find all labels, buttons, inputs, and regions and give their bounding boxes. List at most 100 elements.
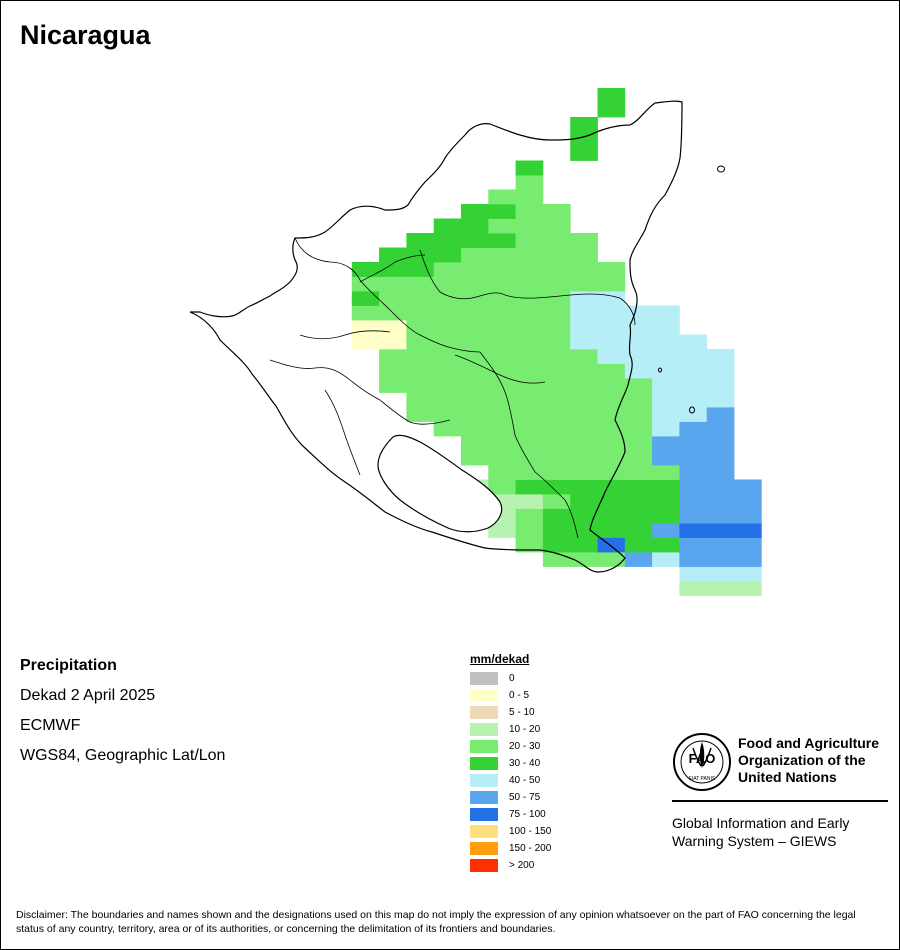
grid-cell — [679, 479, 708, 495]
grid-cell — [706, 349, 735, 364]
grid-cell — [706, 508, 735, 524]
grid-cell — [597, 407, 626, 422]
legend-title: mm/dekad — [470, 652, 530, 666]
grid-cell — [461, 334, 489, 350]
legend-swatch — [470, 791, 498, 804]
precipitation-grid — [351, 88, 762, 596]
grid-cell — [652, 349, 680, 364]
grid-cell — [652, 494, 680, 509]
grid-cell — [624, 494, 653, 509]
grid-cell — [515, 378, 544, 393]
grid-cell — [488, 349, 516, 364]
grid-cell — [542, 537, 571, 553]
grid-cell — [679, 566, 708, 582]
grid-cell — [461, 305, 489, 321]
grid-cell — [515, 508, 544, 524]
grid-cell — [379, 349, 407, 364]
legend-label: 5 - 10 — [509, 707, 535, 718]
grid-cell — [597, 523, 626, 538]
grid-cell — [570, 407, 598, 422]
grid-cell — [515, 262, 544, 277]
grid-cell — [351, 334, 380, 350]
grid-cell — [597, 102, 626, 118]
grid-cell — [488, 247, 516, 263]
grid-cell — [488, 305, 516, 321]
grid-cell — [624, 378, 653, 393]
grid-cell — [433, 334, 462, 350]
grid-cell — [570, 363, 598, 379]
grid-cell — [406, 320, 435, 335]
grid-cell — [406, 276, 435, 292]
grid-cell — [379, 262, 407, 277]
grid-cell — [570, 262, 598, 277]
legend-item: 100 - 150 — [470, 823, 551, 840]
grid-cell — [515, 204, 544, 219]
grid-cell — [597, 363, 626, 379]
grid-cell — [734, 537, 762, 553]
grid-cell — [652, 436, 680, 451]
grid-cell — [652, 537, 680, 553]
grid-cell — [515, 276, 544, 292]
grid-cell — [652, 407, 680, 422]
grid-cell — [570, 291, 598, 306]
map-title: Nicaragua — [20, 20, 151, 50]
grid-cell — [433, 378, 462, 393]
grid-cell — [597, 552, 626, 567]
grid-cell — [542, 523, 571, 538]
grid-cell — [570, 276, 598, 292]
grid-cell — [379, 276, 407, 292]
legend-swatch — [470, 757, 498, 770]
grid-cell — [624, 523, 653, 538]
grid-cell — [570, 436, 598, 451]
grid-cell — [542, 508, 571, 524]
grid-cell — [406, 305, 435, 321]
grid-cell — [679, 508, 708, 524]
grid-cell — [433, 233, 462, 248]
grid-cell — [570, 117, 598, 132]
grid-cell — [433, 305, 462, 321]
grid-cell — [570, 378, 598, 393]
legend-label: 20 - 30 — [509, 741, 541, 752]
grid-cell — [624, 392, 653, 408]
organization-name: Food and Agriculture Organization of the… — [738, 735, 880, 785]
grid-cell — [652, 523, 680, 538]
grid-cell — [679, 450, 708, 466]
grid-cell — [679, 407, 708, 422]
grid-cell — [542, 392, 571, 408]
grid-cell — [515, 450, 544, 466]
legend-swatch — [470, 825, 498, 838]
grid-cell — [406, 378, 435, 393]
grid-cell — [679, 334, 708, 350]
grid-cell — [706, 566, 735, 582]
grid-cell — [679, 465, 708, 480]
grid-cell — [379, 378, 407, 393]
grid-cell — [570, 247, 598, 263]
grid-cell — [461, 276, 489, 292]
grid-cell — [515, 305, 544, 321]
grid-cell — [351, 305, 380, 321]
legend-swatch — [470, 774, 498, 787]
grid-cell — [488, 320, 516, 335]
grid-cell — [706, 407, 735, 422]
legend-item: > 200 — [470, 857, 551, 874]
grid-cell — [706, 378, 735, 393]
grid-cell — [461, 204, 489, 219]
grid-cell — [597, 349, 626, 364]
grid-cell — [652, 479, 680, 495]
grid-cell — [570, 479, 598, 495]
legend-item: 150 - 200 — [470, 840, 551, 857]
grid-cell — [706, 421, 735, 437]
grid-cell — [488, 233, 516, 248]
grid-cell — [515, 523, 544, 538]
grid-cell — [597, 305, 626, 321]
grid-cell — [597, 378, 626, 393]
grid-cell — [597, 465, 626, 480]
grid-cell — [461, 218, 489, 234]
country-borders — [189, 100, 683, 573]
grid-cell — [406, 334, 435, 350]
grid-cell — [734, 508, 762, 524]
grid-cell — [542, 247, 571, 263]
grid-cell — [570, 494, 598, 509]
grid-cell — [515, 189, 544, 205]
grid-cell — [570, 450, 598, 466]
